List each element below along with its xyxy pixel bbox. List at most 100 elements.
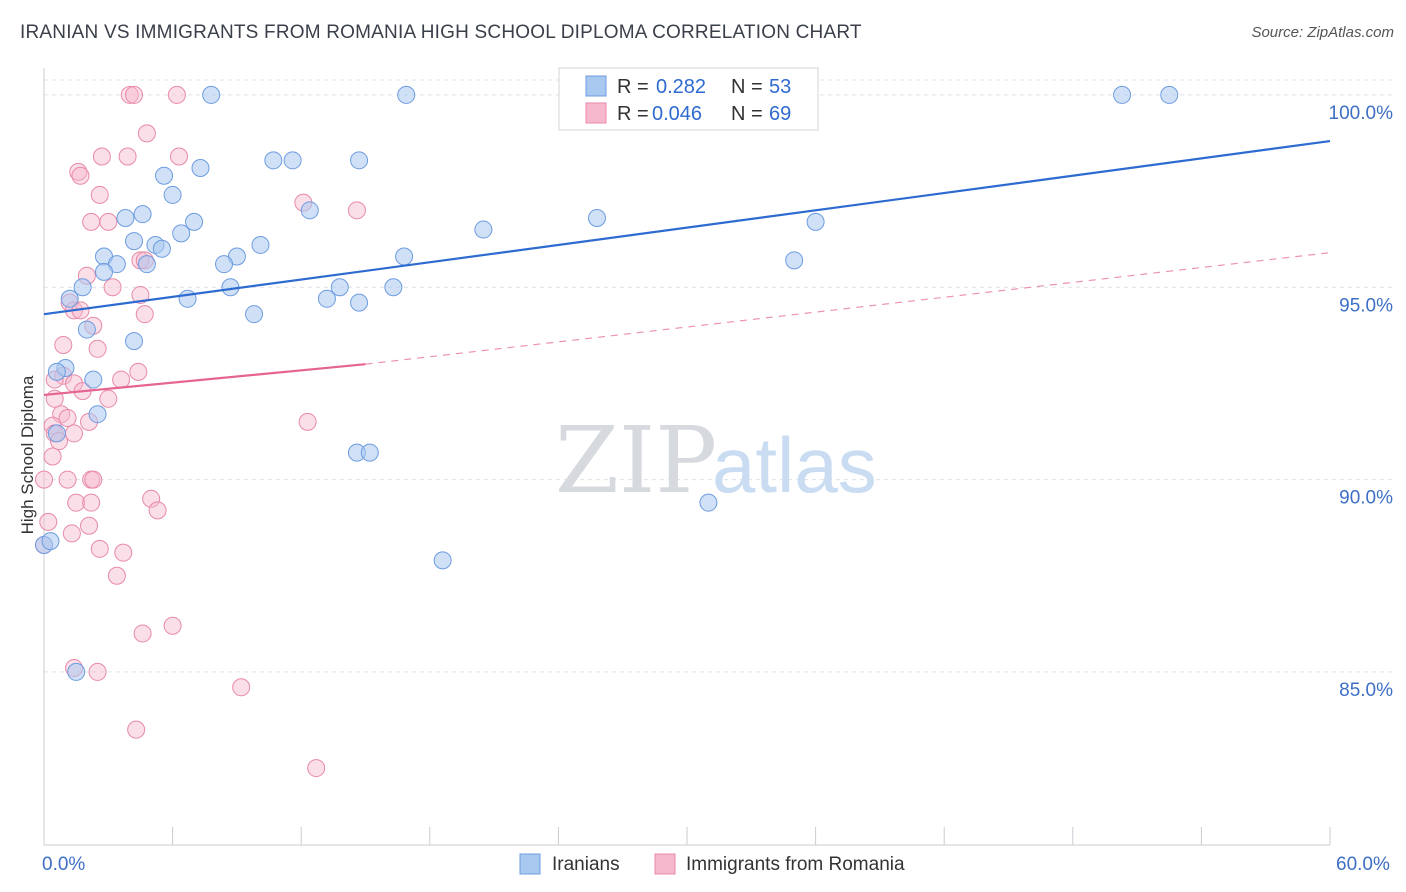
legend-n-label-1: N = (731, 76, 763, 98)
romania-point (167, 85, 186, 104)
romania-point (107, 566, 126, 585)
romania-point (112, 370, 131, 389)
iranians-point (116, 209, 135, 228)
legend-bottom: Iranians Immigrants from Romania (519, 853, 905, 875)
romania-point (88, 339, 107, 358)
romania-point (82, 212, 101, 231)
romania-point (71, 166, 90, 185)
iranians-point (137, 255, 156, 274)
iranians-point (185, 212, 204, 231)
watermark-atlas: atlas (712, 421, 877, 509)
romania-point (298, 412, 317, 431)
iranians-point (125, 332, 144, 351)
romania-point (39, 512, 58, 531)
trend-line-iranians (43, 139, 1331, 316)
watermark: ZIP atlas (555, 407, 877, 514)
romania-point (35, 470, 53, 489)
romania-point (148, 501, 167, 520)
romania-point (142, 489, 161, 508)
iranians-point (215, 255, 234, 274)
legend-n-label-2: N = (731, 103, 763, 125)
iranians-point (77, 320, 96, 339)
iranians-point (245, 305, 264, 324)
legend-r-label-1: R = (617, 76, 649, 98)
iranians-point (384, 278, 403, 297)
y-tick-label-0: 85.0% (1339, 680, 1393, 701)
legend-r-value-2: 0.046 (652, 103, 702, 125)
iranians-point (397, 85, 416, 104)
romania-point (62, 524, 81, 543)
bottom-swatch-romania (654, 853, 676, 875)
romania-point (58, 409, 77, 428)
iranians-point (202, 85, 221, 104)
iranians-point (1160, 85, 1179, 104)
y-tick-label-2: 95.0% (1339, 295, 1393, 316)
romania-point (84, 470, 103, 489)
iranians-point (133, 205, 152, 224)
trend-line-romania-extended (365, 252, 1331, 365)
iranians-point (178, 289, 197, 308)
iranians-point (433, 551, 452, 570)
iranians-point (172, 224, 191, 243)
iranians-point (88, 405, 107, 424)
iranians-point (350, 151, 369, 170)
romania-point (103, 278, 122, 297)
iranians-point (67, 662, 86, 681)
legend-swatch-iranians (585, 75, 607, 97)
romania-point (54, 335, 73, 354)
romania-point (82, 493, 101, 512)
iranians-point (41, 532, 60, 551)
trend-line-romania (43, 363, 366, 397)
legend-swatch-romania (585, 102, 607, 124)
iranians-point (1113, 85, 1132, 104)
romania-point (163, 616, 182, 635)
trend-lines (43, 139, 1331, 397)
iranians-point (84, 370, 103, 389)
iranians-point (350, 293, 369, 312)
legend-n-value-1: 53 (769, 76, 791, 98)
iranians-point (360, 443, 379, 462)
iranians-point (251, 235, 270, 254)
iranians-point (73, 278, 92, 297)
iranians-point (152, 239, 171, 258)
romania-point (43, 447, 62, 466)
romania-point (99, 389, 118, 408)
romania-point (90, 185, 109, 204)
y-tick-label-3: 100.0% (1329, 103, 1394, 124)
romania-point (137, 124, 156, 143)
iranians-point (47, 362, 66, 381)
iranians-point (330, 278, 349, 297)
iranians-point (587, 209, 606, 228)
romania-point (88, 662, 107, 681)
romania-point (135, 305, 154, 324)
y-axis-label: High School Diploma (18, 375, 37, 534)
iranians-point (474, 220, 493, 239)
bottom-legend-iranians: Iranians (552, 854, 620, 875)
iranians-point (395, 247, 414, 266)
chart-title: IRANIAN VS IMMIGRANTS FROM ROMANIA HIGH … (20, 22, 862, 43)
iranians-point (155, 166, 174, 185)
iranians-point (95, 262, 114, 281)
iranians-point (806, 212, 825, 231)
iranians-point (699, 493, 718, 512)
romania-point (170, 147, 189, 166)
romania-point (125, 85, 144, 104)
y-tick-label-1: 90.0% (1339, 488, 1393, 509)
romania-point (120, 85, 139, 104)
legend-n-value-2: 69 (769, 103, 791, 125)
romania-point (67, 493, 86, 512)
iranians-point (125, 232, 144, 251)
iranians-point (264, 151, 283, 170)
romania-point (232, 678, 251, 697)
series-iranians-points (35, 85, 1179, 681)
romania-point (99, 212, 118, 231)
romania-point (80, 516, 99, 535)
iranians-point (163, 185, 182, 204)
watermark-zip: ZIP (555, 407, 717, 514)
romania-point (92, 147, 111, 166)
romania-point (65, 424, 84, 443)
bottom-legend-romania: Immigrants from Romania (686, 854, 905, 875)
source-label: Source: ZipAtlas.com (1251, 24, 1394, 41)
iranians-point (317, 289, 336, 308)
